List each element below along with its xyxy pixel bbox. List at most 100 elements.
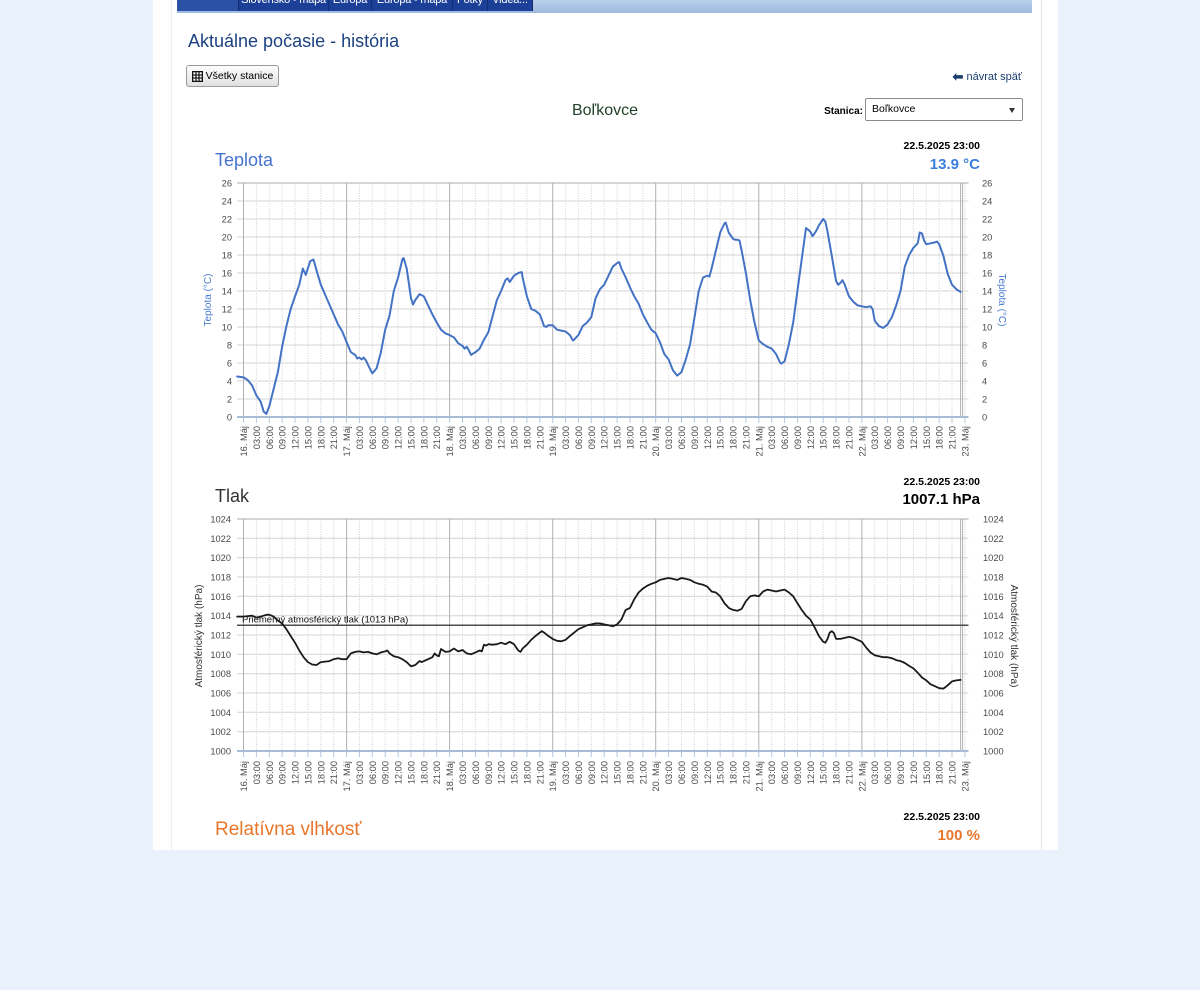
svg-text:03:00: 03:00 [252, 426, 262, 449]
svg-text:20: 20 [222, 233, 232, 243]
svg-text:06:00: 06:00 [883, 426, 893, 449]
svg-text:15:00: 15:00 [407, 426, 417, 449]
svg-text:09:00: 09:00 [793, 426, 803, 449]
svg-text:0: 0 [982, 413, 987, 423]
svg-text:18: 18 [222, 251, 232, 261]
svg-text:15:00: 15:00 [716, 761, 726, 784]
svg-text:1024: 1024 [210, 515, 231, 525]
svg-text:21:00: 21:00 [638, 761, 648, 784]
svg-text:18:00: 18:00 [419, 761, 429, 784]
svg-text:19. Máj: 19. Máj [548, 426, 558, 457]
svg-text:09:00: 09:00 [690, 426, 700, 449]
svg-text:26: 26 [222, 179, 232, 189]
svg-text:Priemerný atmosférický tlak (1: Priemerný atmosférický tlak (1013 hPa) [242, 614, 408, 625]
svg-text:03:00: 03:00 [870, 761, 880, 784]
svg-text:20. Máj: 20. Máj [651, 761, 661, 792]
svg-text:12:00: 12:00 [909, 761, 919, 784]
svg-text:6: 6 [227, 359, 232, 369]
svg-text:16: 16 [222, 269, 232, 279]
svg-text:1004: 1004 [210, 708, 231, 718]
svg-text:23. Máj: 23. Máj [960, 426, 970, 457]
svg-text:1002: 1002 [983, 727, 1004, 737]
svg-text:1018: 1018 [983, 573, 1004, 583]
svg-text:20. Máj: 20. Máj [651, 426, 661, 457]
svg-text:03:00: 03:00 [664, 761, 674, 784]
svg-text:18. Máj: 18. Máj [445, 761, 455, 792]
svg-text:1012: 1012 [210, 631, 231, 641]
svg-text:1004: 1004 [983, 708, 1004, 718]
svg-text:10: 10 [982, 323, 992, 333]
svg-text:18:00: 18:00 [832, 426, 842, 449]
svg-text:Atmosférický tlak (hPa): Atmosférický tlak (hPa) [194, 585, 205, 688]
svg-text:09:00: 09:00 [896, 426, 906, 449]
svg-text:21:00: 21:00 [432, 761, 442, 784]
svg-text:06:00: 06:00 [574, 426, 584, 449]
svg-text:15:00: 15:00 [922, 426, 932, 449]
svg-text:18: 18 [982, 251, 992, 261]
svg-text:06:00: 06:00 [677, 426, 687, 449]
svg-text:16: 16 [982, 269, 992, 279]
svg-text:09:00: 09:00 [587, 761, 597, 784]
svg-text:23. Máj: 23. Máj [960, 761, 970, 792]
svg-text:21:00: 21:00 [845, 426, 855, 449]
svg-text:1024: 1024 [983, 515, 1004, 525]
svg-text:18:00: 18:00 [729, 761, 739, 784]
svg-text:15:00: 15:00 [510, 426, 520, 449]
svg-text:1016: 1016 [983, 592, 1004, 602]
svg-text:1016: 1016 [210, 592, 231, 602]
svg-text:18:00: 18:00 [832, 761, 842, 784]
svg-text:Teplota (°C): Teplota (°C) [996, 274, 1007, 327]
svg-text:21:00: 21:00 [948, 761, 958, 784]
svg-text:2: 2 [227, 395, 232, 405]
svg-text:18:00: 18:00 [626, 761, 636, 784]
svg-text:18:00: 18:00 [935, 426, 945, 449]
svg-text:1018: 1018 [210, 573, 231, 583]
svg-text:12:00: 12:00 [703, 426, 713, 449]
svg-text:18:00: 18:00 [522, 426, 532, 449]
svg-text:06:00: 06:00 [780, 426, 790, 449]
svg-text:03:00: 03:00 [664, 426, 674, 449]
svg-text:1000: 1000 [983, 747, 1004, 757]
svg-text:21:00: 21:00 [432, 426, 442, 449]
svg-text:12:00: 12:00 [497, 761, 507, 784]
svg-text:22. Máj: 22. Máj [857, 426, 867, 457]
svg-text:06:00: 06:00 [368, 426, 378, 449]
svg-text:18:00: 18:00 [522, 761, 532, 784]
svg-text:03:00: 03:00 [252, 761, 262, 784]
svg-text:15:00: 15:00 [922, 761, 932, 784]
svg-text:21:00: 21:00 [638, 426, 648, 449]
svg-text:03:00: 03:00 [458, 761, 468, 784]
svg-text:4: 4 [227, 377, 232, 387]
svg-text:12:00: 12:00 [703, 761, 713, 784]
svg-text:12: 12 [982, 305, 992, 315]
svg-text:12:00: 12:00 [806, 761, 816, 784]
svg-text:12:00: 12:00 [394, 761, 404, 784]
svg-text:12:00: 12:00 [806, 426, 816, 449]
svg-text:12:00: 12:00 [394, 426, 404, 449]
svg-text:06:00: 06:00 [368, 761, 378, 784]
svg-text:8: 8 [982, 341, 987, 351]
svg-text:09:00: 09:00 [381, 761, 391, 784]
svg-text:0: 0 [227, 413, 232, 423]
svg-text:1008: 1008 [983, 669, 1004, 679]
svg-text:1006: 1006 [210, 689, 231, 699]
svg-text:6: 6 [982, 359, 987, 369]
svg-text:09:00: 09:00 [484, 761, 494, 784]
svg-text:22: 22 [222, 215, 232, 225]
svg-text:1008: 1008 [210, 669, 231, 679]
svg-text:09:00: 09:00 [690, 761, 700, 784]
svg-text:1002: 1002 [210, 727, 231, 737]
svg-text:21:00: 21:00 [948, 426, 958, 449]
svg-text:1006: 1006 [983, 689, 1004, 699]
svg-text:03:00: 03:00 [561, 761, 571, 784]
svg-text:20: 20 [982, 233, 992, 243]
svg-text:06:00: 06:00 [471, 426, 481, 449]
svg-text:21:00: 21:00 [741, 426, 751, 449]
svg-text:8: 8 [227, 341, 232, 351]
svg-text:12:00: 12:00 [600, 426, 610, 449]
svg-text:15:00: 15:00 [716, 426, 726, 449]
svg-text:16. Máj: 16. Máj [239, 761, 249, 792]
svg-text:21:00: 21:00 [329, 761, 339, 784]
svg-text:06:00: 06:00 [574, 761, 584, 784]
svg-text:1020: 1020 [983, 553, 1004, 563]
